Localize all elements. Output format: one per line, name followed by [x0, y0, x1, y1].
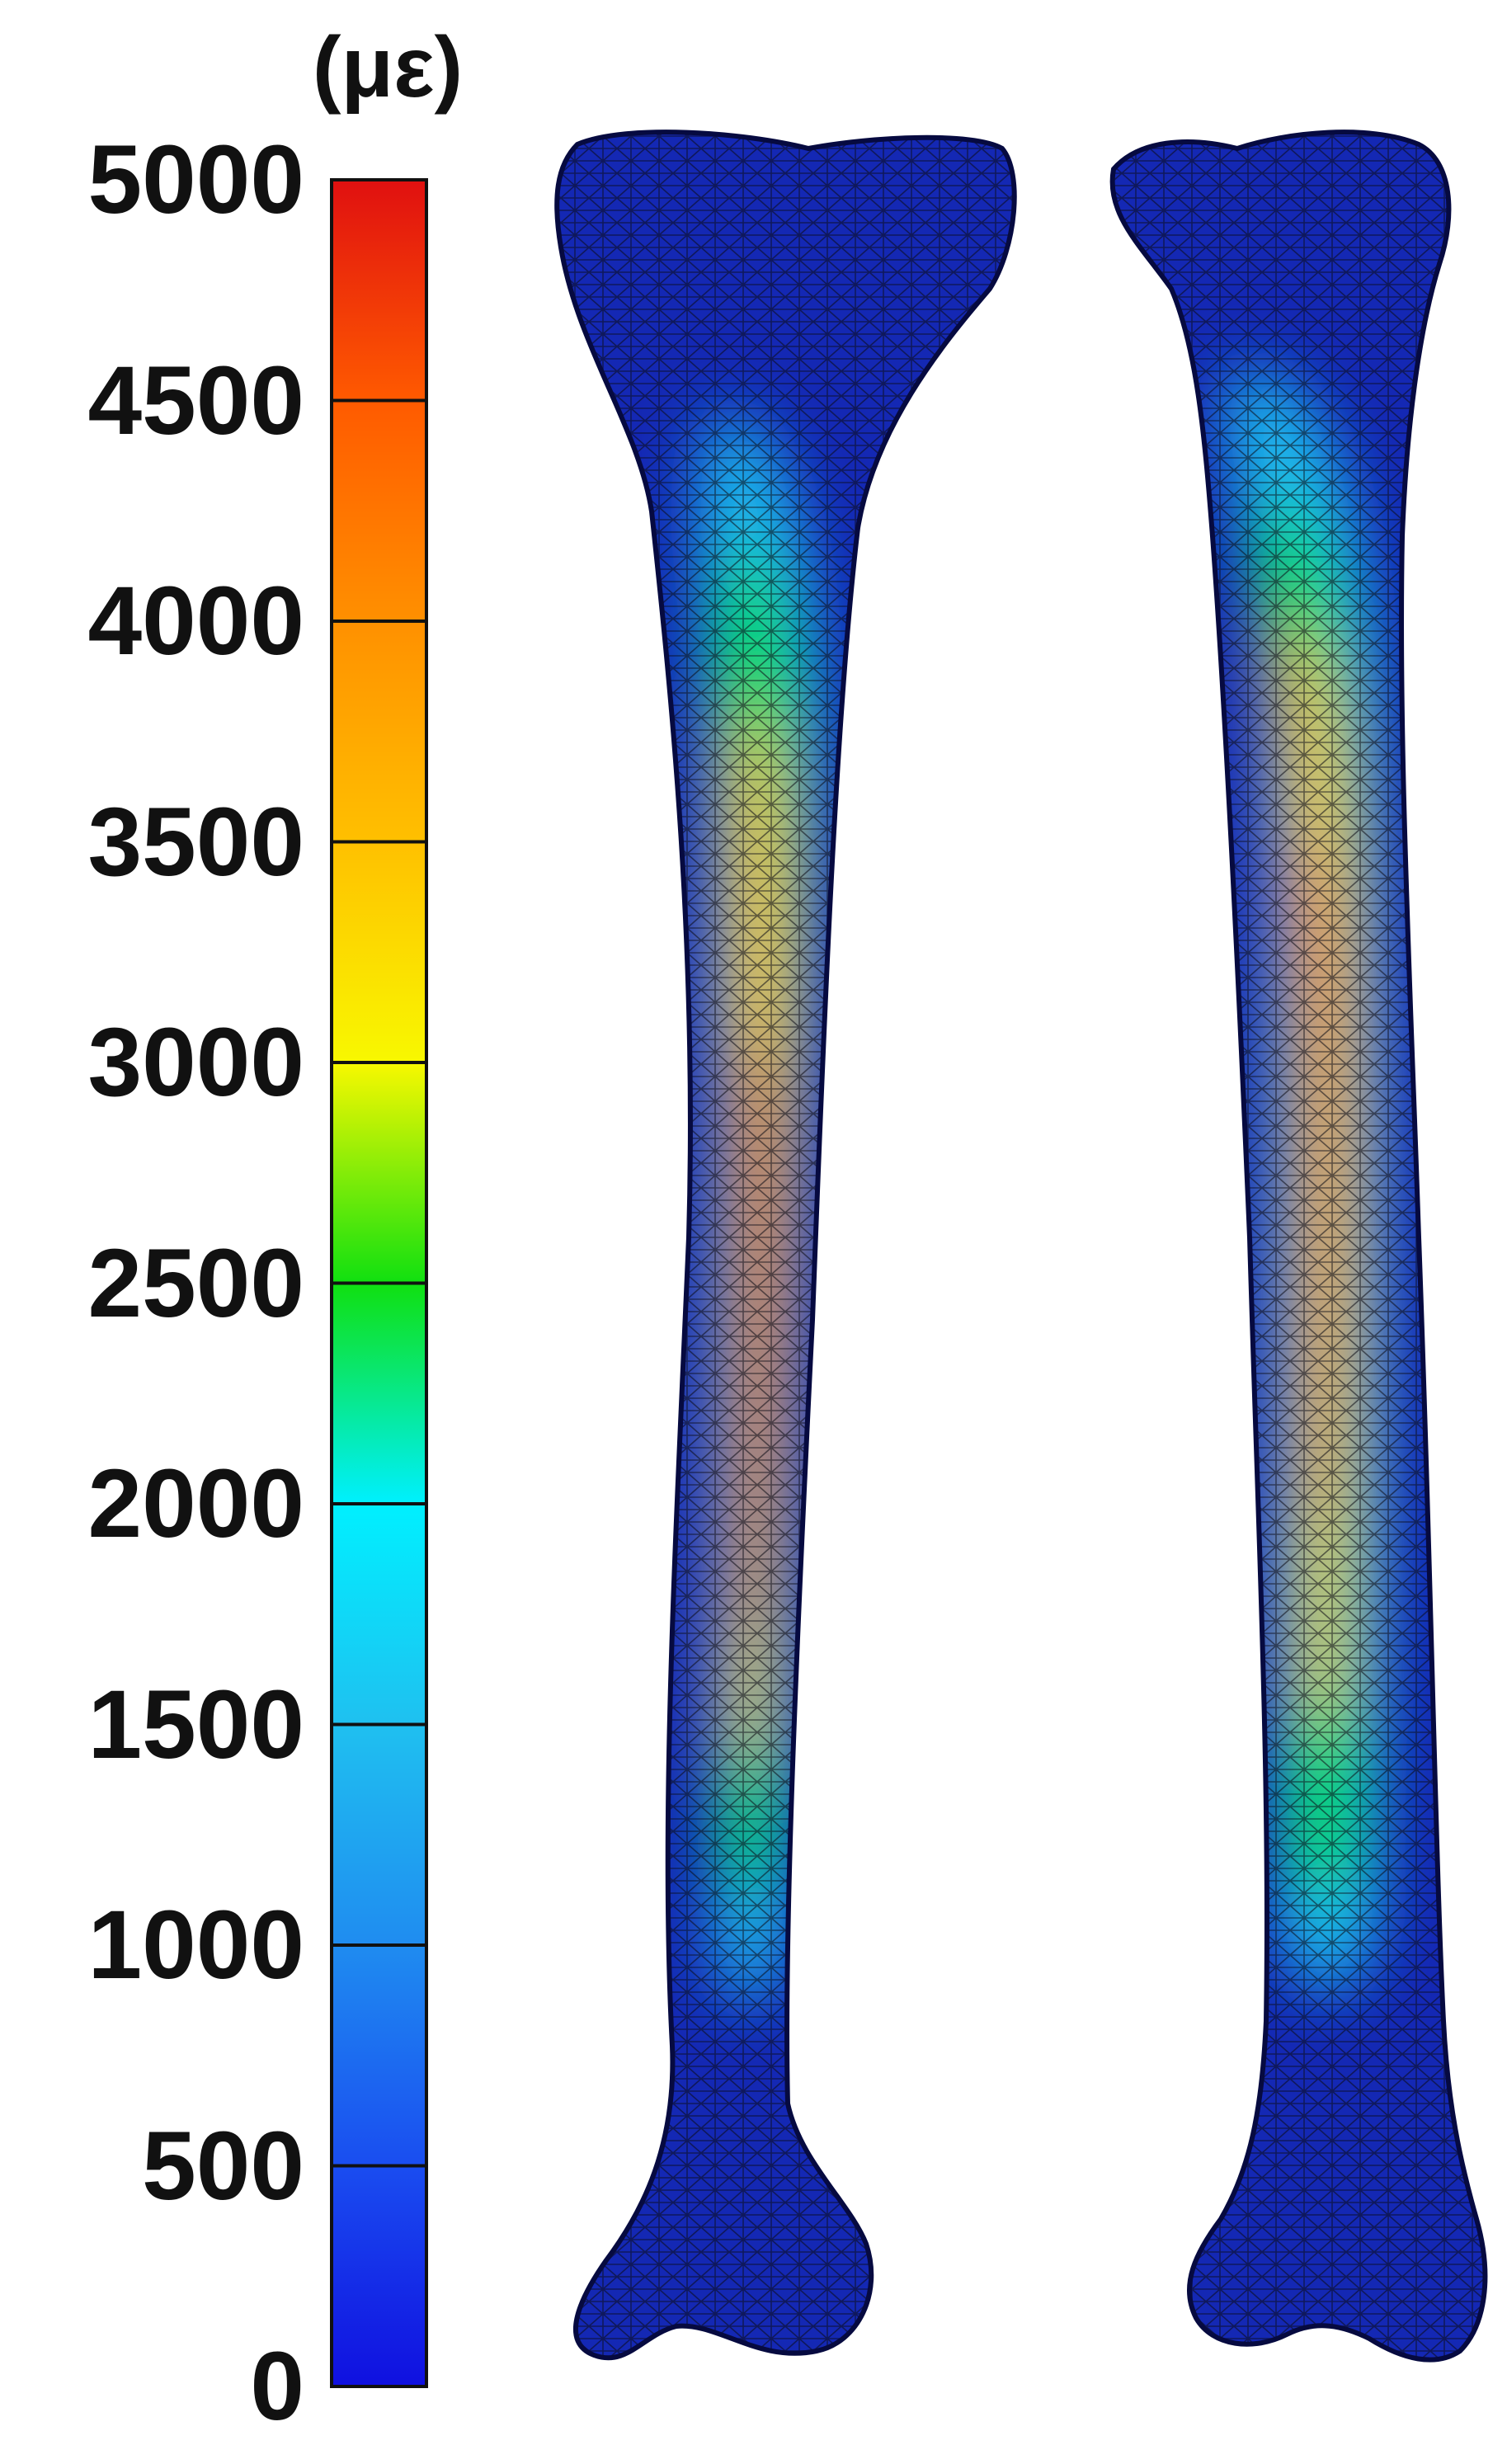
- colorbar-tick-label: 1000: [87, 1891, 304, 2000]
- colorbar-tick-label: 3000: [87, 1008, 304, 1117]
- colorbar-tick-label: 2500: [87, 1228, 304, 1338]
- colorbar-tick-label: 2000: [87, 1449, 304, 1558]
- fe-mesh: [1112, 132, 1486, 2360]
- right-bone: [1109, 130, 1488, 2363]
- colorbar-tick-label: 1500: [87, 1670, 304, 1779]
- bone-outline: [554, 130, 1017, 2361]
- colorbar-tick-label: 500: [142, 2111, 304, 2221]
- colorbar-unit-label: (με): [312, 20, 464, 115]
- colorbar-tick-label: 0: [250, 2332, 304, 2441]
- colorbar-tick-label: 5000: [87, 125, 304, 234]
- left-bone: [554, 130, 1017, 2361]
- colorbar: [330, 178, 428, 2388]
- bone-outline: [1109, 130, 1488, 2363]
- colorbar-tick-label: 4000: [87, 567, 304, 676]
- colorbar-tick-label: 3500: [87, 787, 304, 897]
- colorbar-tick-label: 4500: [87, 346, 304, 455]
